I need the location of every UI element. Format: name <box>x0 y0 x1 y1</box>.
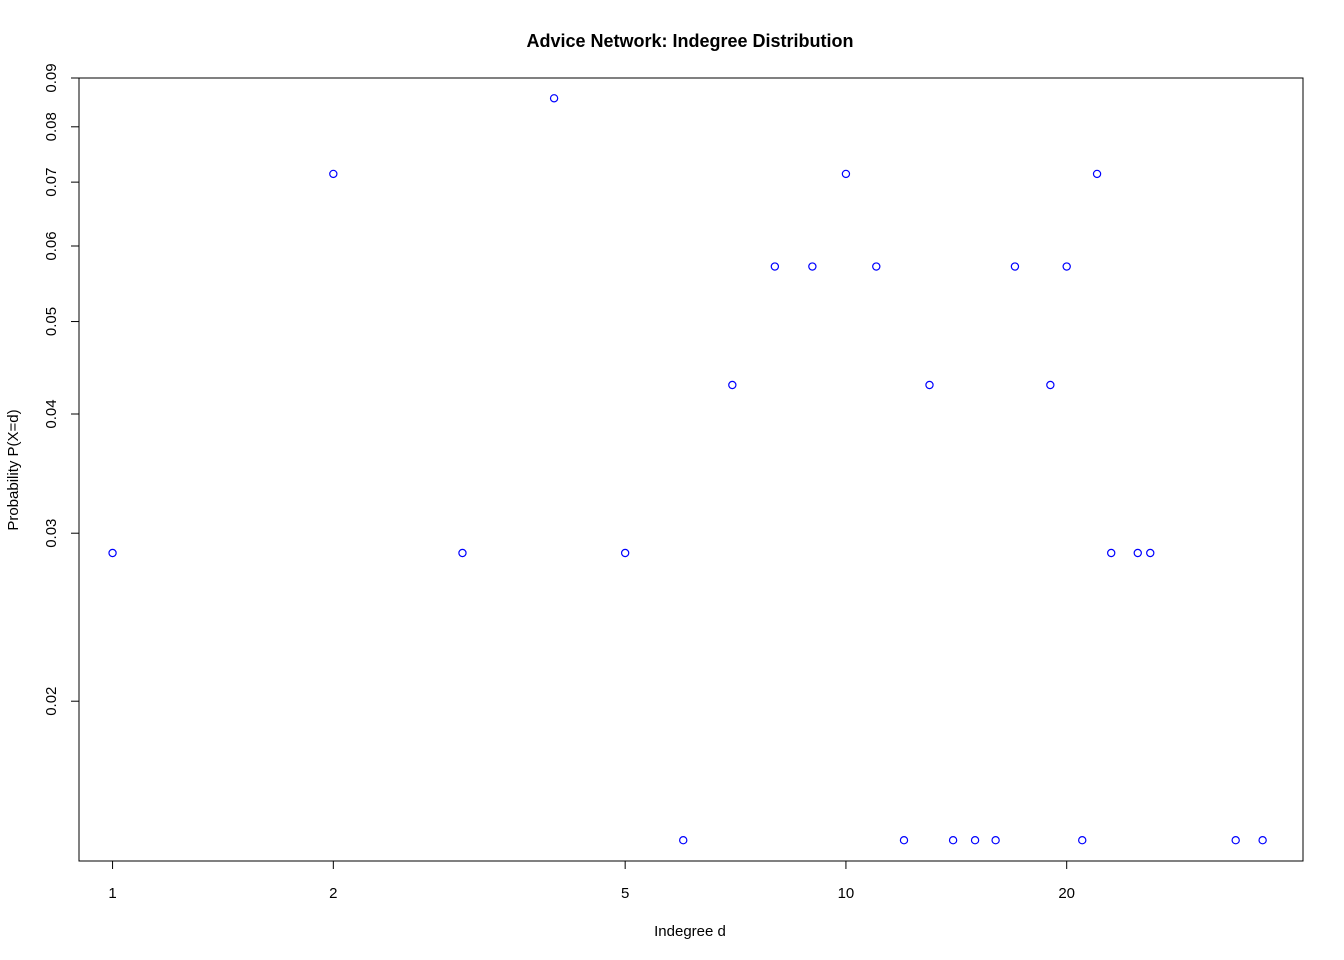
data-point <box>108 548 117 558</box>
y-axis: 0.02 0.03 0.04 0.05 0.06 0.07 0.08 0.09 <box>43 63 80 716</box>
data-point <box>872 262 881 271</box>
data-point <box>808 262 817 271</box>
y-tick-label: 0.09 <box>43 63 60 92</box>
y-tick-label: 0.04 <box>43 399 60 428</box>
data-point <box>991 836 1000 845</box>
data-point <box>1092 169 1102 179</box>
y-tick-label: 0.03 <box>43 519 60 548</box>
x-tick-label: 20 <box>1058 885 1075 902</box>
data-point <box>1146 548 1155 558</box>
data-point <box>970 836 980 845</box>
y-tick-label: 0.02 <box>43 687 60 716</box>
x-tick-label: 10 <box>838 885 855 902</box>
x-axis-label: Indegree d <box>654 923 726 940</box>
data-point <box>1010 262 1020 271</box>
x-tick-label: 5 <box>621 885 629 902</box>
data-point <box>728 380 737 390</box>
data-point <box>841 169 851 179</box>
data-point <box>1231 836 1240 845</box>
chart-title: Advice Network: Indegree Distribution <box>526 31 853 51</box>
data-point <box>1258 836 1267 845</box>
plot-frame <box>78 77 1304 862</box>
x-tick-label: 2 <box>329 885 337 902</box>
data-point <box>620 548 630 558</box>
y-tick-label: 0.08 <box>43 112 60 141</box>
y-tick-label: 0.07 <box>43 168 60 197</box>
y-tick-label: 0.05 <box>43 307 60 336</box>
data-point <box>1078 836 1087 845</box>
data-point <box>948 836 958 845</box>
data-point <box>329 169 338 179</box>
data-point <box>1062 262 1071 271</box>
data-point <box>1133 548 1142 558</box>
data-point <box>899 836 909 845</box>
data-point <box>679 836 688 845</box>
data-points <box>108 94 1267 845</box>
data-point <box>1107 548 1116 558</box>
x-axis: 1 2 5 10 20 <box>108 860 1075 902</box>
data-point <box>1046 380 1055 390</box>
y-axis-label: Probability P(X=d) <box>5 409 22 530</box>
data-point <box>458 548 467 558</box>
y-tick-label: 0.06 <box>43 231 60 260</box>
x-tick-label: 1 <box>108 885 116 902</box>
data-point <box>925 380 934 390</box>
data-point <box>549 94 559 103</box>
data-point <box>770 262 780 271</box>
